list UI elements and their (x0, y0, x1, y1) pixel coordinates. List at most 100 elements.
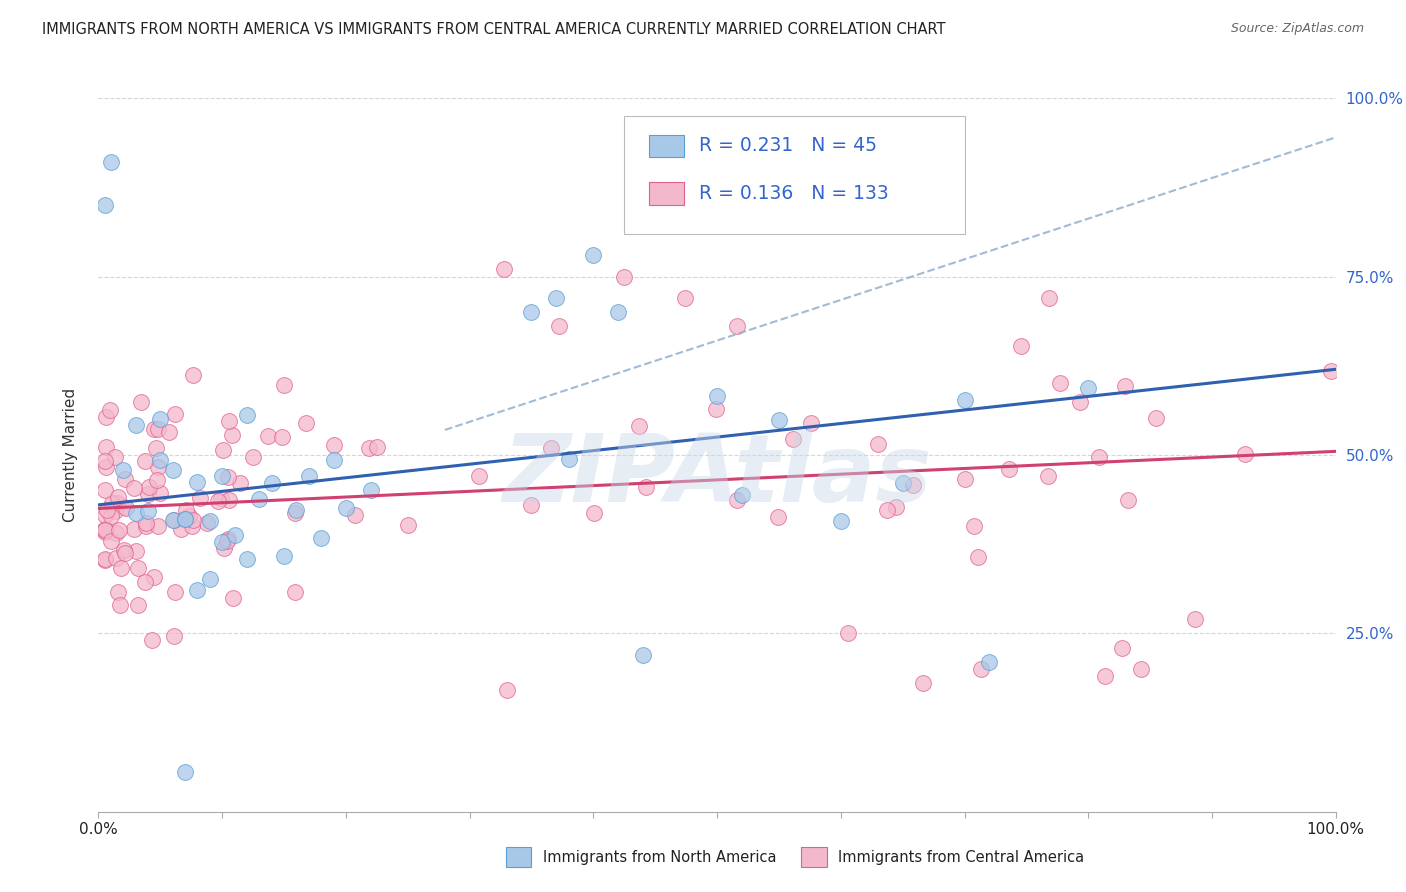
Point (229, 476, 252, 491)
Point (540, 441, 562, 455)
Point (335, 500, 357, 515)
Point (162, 513, 184, 527)
Point (149, 412, 172, 426)
Point (270, 430, 292, 444)
Point (613, 269, 636, 284)
Text: Source: ZipAtlas.com: Source: ZipAtlas.com (1230, 22, 1364, 36)
Point (142, 570, 165, 584)
Point (343, 508, 366, 523)
Point (295, 416, 318, 430)
Point (970, 662, 993, 676)
Point (557, 452, 579, 467)
Point (125, 543, 148, 558)
Point (273, 377, 295, 392)
Point (93, 508, 115, 522)
Point (731, 488, 754, 502)
Point (1114, 379, 1136, 393)
Point (222, 591, 245, 606)
Point (257, 428, 280, 442)
Point (492, 262, 515, 277)
Point (174, 511, 197, 525)
Point (170, 522, 193, 536)
Point (1049, 376, 1071, 390)
Point (1320, 364, 1343, 378)
Point (217, 532, 239, 546)
Point (242, 450, 264, 465)
Point (207, 494, 229, 508)
Point (149, 485, 172, 500)
Point (100, 534, 122, 549)
Point (149, 452, 172, 467)
Point (124, 506, 146, 520)
Point (979, 655, 1001, 669)
Bar (650, 135, 683, 157)
Point (236, 409, 259, 423)
Point (174, 503, 197, 517)
Point (112, 543, 135, 558)
Point (725, 492, 748, 507)
Point (298, 469, 321, 483)
Point (955, 472, 977, 486)
Point (181, 513, 204, 527)
Point (114, 472, 136, 486)
Point (322, 453, 344, 467)
Point (180, 519, 202, 533)
Point (112, 500, 135, 515)
Point (146, 519, 169, 533)
Point (145, 441, 167, 455)
Point (129, 394, 152, 409)
Point (725, 319, 748, 334)
Point (104, 450, 127, 465)
Point (830, 515, 852, 529)
Point (197, 516, 219, 531)
Point (215, 534, 238, 549)
Point (98, 403, 121, 417)
Point (782, 432, 804, 446)
Point (198, 514, 221, 528)
Point (198, 572, 221, 586)
Point (124, 417, 146, 432)
Point (211, 535, 233, 549)
Point (190, 491, 212, 505)
Point (212, 541, 235, 556)
Text: R = 0.136   N = 133: R = 0.136 N = 133 (699, 185, 889, 203)
Point (93, 523, 115, 537)
Point (520, 498, 543, 512)
Point (546, 291, 568, 305)
Point (886, 500, 908, 514)
Point (186, 582, 208, 597)
Point (212, 442, 235, 457)
Point (100, 155, 122, 169)
Text: Immigrants from Central America: Immigrants from Central America (838, 850, 1084, 864)
Point (1116, 492, 1139, 507)
Point (706, 389, 728, 403)
Point (165, 407, 187, 421)
Point (911, 676, 934, 690)
Point (135, 516, 157, 530)
Point (114, 546, 136, 560)
Point (1077, 381, 1099, 395)
Point (236, 552, 259, 566)
Point (211, 468, 233, 483)
Point (209, 491, 232, 506)
Point (174, 765, 197, 780)
Point (800, 416, 823, 430)
FancyBboxPatch shape (624, 116, 965, 234)
Point (1094, 669, 1116, 683)
Point (1184, 612, 1206, 626)
Point (582, 248, 605, 262)
Point (142, 422, 165, 436)
Point (359, 442, 381, 456)
Point (110, 561, 132, 575)
Point (273, 549, 295, 563)
Point (181, 368, 204, 382)
Point (101, 496, 124, 510)
Point (876, 503, 898, 517)
Point (284, 506, 307, 520)
Point (93, 551, 115, 566)
Point (360, 483, 382, 497)
Point (837, 626, 859, 640)
Point (768, 413, 790, 427)
Point (122, 523, 145, 537)
Text: R = 0.231   N = 45: R = 0.231 N = 45 (699, 136, 876, 155)
